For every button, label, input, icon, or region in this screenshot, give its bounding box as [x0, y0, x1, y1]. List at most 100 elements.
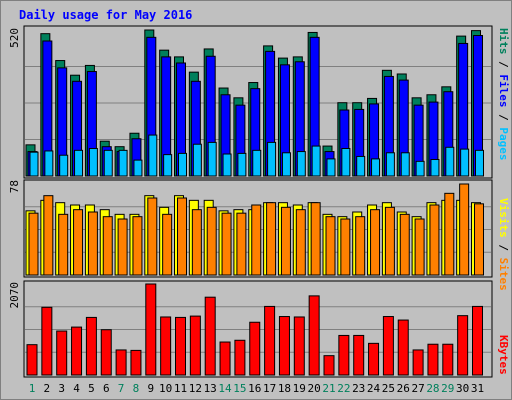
- x-tick-label: 3: [58, 382, 65, 395]
- x-tick-label: 10: [159, 382, 172, 395]
- kbytes-bar: [56, 330, 68, 376]
- hits-axis-max: 520: [8, 28, 21, 48]
- x-tick-label: 31: [471, 382, 484, 395]
- hits-legend: Hits / Files / Pages: [497, 28, 510, 161]
- sites-bar: [73, 209, 84, 276]
- x-tick-label: 23: [352, 382, 365, 395]
- pages-bar: [192, 143, 202, 177]
- x-tick-label: 29: [441, 382, 454, 395]
- x-tick-label: 26: [397, 382, 410, 395]
- kbytes-bar: [293, 316, 305, 376]
- chart-title: Daily usage for May 2016: [19, 8, 192, 22]
- pages-bar: [311, 145, 321, 177]
- pages-bar: [475, 149, 484, 177]
- kbytes-bar: [278, 316, 290, 376]
- kbytes-axis-max: 2070: [8, 282, 21, 309]
- pages-bar: [356, 155, 366, 177]
- sites-bar: [459, 183, 470, 276]
- sites-bar: [414, 218, 425, 276]
- kbytes-bar: [442, 343, 454, 376]
- sites-bar: [58, 213, 69, 276]
- sites-bar: [147, 197, 158, 276]
- x-tick-label: 4: [73, 382, 80, 395]
- x-tick-label: 15: [233, 382, 246, 395]
- kbytes-bar: [427, 343, 439, 376]
- x-tick-label: 18: [278, 382, 291, 395]
- pages-bar: [148, 134, 158, 177]
- sites-bar: [474, 203, 484, 276]
- kbytes-bar: [41, 306, 53, 376]
- x-tick-label: 24: [367, 382, 381, 395]
- legend-visits: Visits: [497, 198, 510, 238]
- x-tick-label: 14: [218, 382, 232, 395]
- pages-bar: [237, 152, 247, 177]
- kbytes-bar: [457, 315, 469, 376]
- kbytes-bar: [472, 305, 483, 376]
- pages-bar: [460, 148, 470, 177]
- pages-bar: [341, 148, 351, 177]
- sites-bar: [295, 209, 306, 276]
- kbytes-bar: [175, 316, 186, 376]
- sites-bar: [206, 206, 217, 276]
- pages-bar: [88, 148, 98, 177]
- pages-bar: [326, 158, 336, 177]
- legend-hits: Hits: [497, 28, 510, 55]
- kbytes-bar: [234, 339, 246, 376]
- sites-bar: [132, 216, 143, 276]
- sites-bar: [177, 197, 187, 276]
- kbytes-bar: [382, 316, 394, 376]
- visits-bars: [25, 183, 484, 276]
- x-tick-label: 8: [133, 382, 140, 395]
- x-tick-label: 25: [382, 382, 395, 395]
- x-tick-label: 16: [248, 382, 261, 395]
- x-tick-label: 17: [263, 382, 276, 395]
- sites-bar: [102, 216, 113, 276]
- kbytes-bar: [85, 316, 97, 376]
- pages-bar: [118, 149, 128, 177]
- pages-bar: [281, 152, 291, 177]
- pages-bar: [59, 154, 69, 177]
- legend-sites: Sites: [497, 258, 510, 291]
- sites-bar: [87, 211, 98, 276]
- x-tick-label: 19: [293, 382, 306, 395]
- kbytes-bar: [204, 296, 216, 376]
- x-tick-label: 30: [456, 382, 469, 395]
- x-tick-label: 2: [44, 382, 51, 395]
- pages-bar: [385, 152, 395, 177]
- kbytes-bar: [145, 283, 157, 376]
- kbytes-bar: [249, 321, 261, 376]
- x-tick-label: 20: [308, 382, 321, 395]
- kbytes-bar: [323, 355, 335, 376]
- kbytes-bar: [397, 319, 409, 376]
- x-tick-label: 6: [103, 382, 110, 395]
- kbytes-bar: [219, 341, 231, 376]
- sites-bar: [162, 213, 173, 276]
- kbytes-bar: [160, 316, 172, 376]
- sites-bar: [429, 204, 440, 276]
- kbytes-bar: [189, 315, 201, 376]
- sites-bar: [221, 212, 232, 276]
- x-tick-label: 5: [88, 382, 95, 395]
- kbytes-bar: [115, 349, 127, 376]
- sites-bar: [117, 218, 128, 276]
- pages-bar: [207, 141, 217, 177]
- legend-kbytes: KBytes: [497, 335, 510, 375]
- kbytes-bar: [100, 329, 112, 376]
- sites-bar: [444, 192, 455, 276]
- sites-bar: [384, 206, 395, 276]
- x-tick-label: 27: [411, 382, 424, 395]
- pages-bar: [371, 158, 381, 177]
- kbytes-bar: [338, 334, 350, 376]
- sites-bar: [325, 216, 336, 276]
- kbytes-bar: [71, 326, 83, 376]
- visits-legend: Visits / Sites: [497, 198, 510, 291]
- kbytes-bars: [26, 283, 483, 376]
- pages-bar: [430, 159, 440, 177]
- hits-bars: [25, 29, 484, 177]
- sites-bar: [370, 209, 381, 276]
- pages-bar: [103, 149, 113, 177]
- sites-bar: [251, 204, 262, 276]
- kbytes-bar: [308, 295, 320, 376]
- x-tick-label: 28: [426, 382, 439, 395]
